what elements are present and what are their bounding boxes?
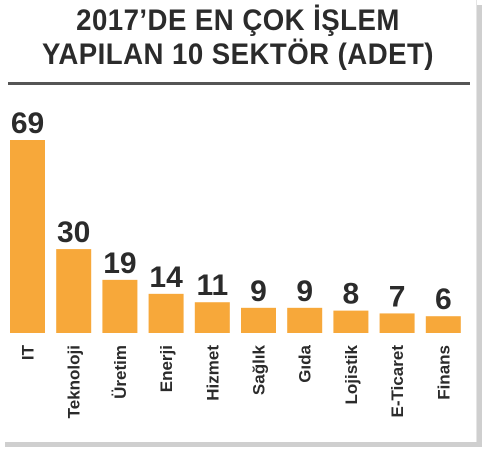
category-label: Üretim: [111, 345, 130, 399]
value-label: 7: [389, 280, 406, 313]
value-label: 14: [149, 261, 183, 294]
chart-title: 2017’DE EN ÇOK İŞLEM YAPILAN 10 SEKTÖR (…: [19, 4, 457, 72]
chart-card: 2017’DE EN ÇOK İŞLEM YAPILAN 10 SEKTÖR (…: [8, 0, 477, 442]
bar-teknoloji: [56, 249, 92, 333]
value-label: 9: [250, 275, 267, 308]
category-label: Enerji: [157, 345, 176, 392]
bar-enerji: [148, 293, 184, 333]
bar-sağlık: [241, 307, 276, 333]
category-label: Sağlık: [250, 344, 269, 395]
bar-lojistik: [333, 310, 369, 333]
chart-title-line-1: 2017’DE EN ÇOK İŞLEM: [76, 4, 400, 37]
value-label: 11: [196, 269, 228, 302]
bar-gıda: [287, 307, 323, 333]
value-label: 19: [103, 247, 136, 280]
category-label: Teknoloji: [65, 345, 84, 418]
category-label: Finans: [434, 345, 453, 400]
category-label: IT: [19, 344, 38, 360]
bar-e-ticaret: [379, 313, 415, 333]
value-label: 8: [343, 278, 360, 311]
category-label: Gıda: [296, 344, 315, 382]
bar-üretim: [102, 279, 138, 333]
bar-it: [10, 140, 45, 333]
title-divider: [8, 82, 470, 85]
value-label: 30: [57, 216, 90, 249]
bar-finans: [425, 316, 461, 333]
value-label: 69: [11, 107, 44, 140]
value-label: 6: [435, 283, 452, 316]
value-label: 9: [296, 275, 313, 308]
bar-hizmet: [194, 302, 230, 333]
category-label: Lojistik: [342, 344, 361, 404]
chart-title-line-2: YAPILAN 10 SEKTÖR (ADET): [42, 38, 434, 71]
bar-chart: 69IT30Teknoloji19Üretim14Enerji11Hizmet9…: [10, 107, 461, 418]
category-label: Hizmet: [203, 345, 222, 401]
category-label: E-Ticaret: [388, 345, 407, 418]
